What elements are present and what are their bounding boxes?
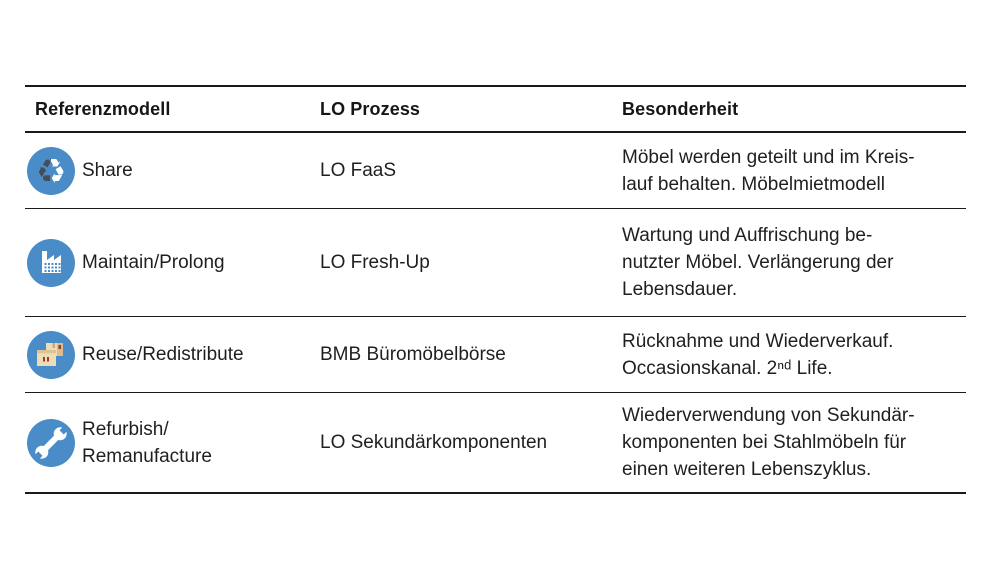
column-header-besonderheit: Besonderheit [622,98,739,119]
model-cell: Refurbish/ Remanufacture [25,416,320,470]
process-label: LO Sekundärkomponenten [320,432,548,453]
description-text: Wartung und Auffrischung be- nutzter Möb… [622,225,894,300]
model-cell: ♻ ♻ Share [25,146,320,195]
description-cell: Wiederverwendung von Sekundär- komponent… [622,402,966,483]
process-label: LO Fresh-Up [320,252,430,273]
process-label: LO FaaS [320,160,397,181]
reference-model-table: Referenzmodell LO Prozess Besonderheit ♻… [25,85,966,494]
table-row: Refurbish/ Remanufacture LO Sekundärkomp… [25,393,966,494]
process-cell: BMB Büromöbelbörse [320,341,622,368]
model-label: Maintain/Prolong [82,252,225,273]
description-cell: Rücknahme und Wiederverkauf. Occasionska… [622,328,966,382]
svg-text:♻: ♻ [36,152,66,192]
model-cell: Maintain/Prolong [25,238,320,287]
description-text: Möbel werden geteilt und im Kreis- lauf … [622,146,915,195]
column-header-referenzmodell: Referenzmodell [35,98,171,119]
model-label: Refurbish/ Remanufacture [82,418,212,467]
factory-icon [27,238,75,287]
recycle-icon: ♻ ♻ [27,146,75,195]
svg-text:♻: ♻ [36,152,66,192]
boxes-icon [27,330,75,379]
process-label: BMB Büromöbelbörse [320,344,506,365]
process-cell: LO FaaS [320,157,622,184]
wrench-icon [27,418,75,467]
table-row: Reuse/Redistribute BMB Büromöbelbörse Rü… [25,317,966,393]
model-cell: Reuse/Redistribute [25,330,320,379]
process-cell: LO Fresh-Up [320,249,622,276]
description-cell: Wartung und Auffrischung be- nutzter Möb… [622,222,966,303]
description-cell: Möbel werden geteilt und im Kreis- lauf … [622,144,966,198]
model-label: Share [82,160,133,181]
process-cell: LO Sekundärkomponenten [320,429,622,456]
model-label: Reuse/Redistribute [82,344,244,365]
table-header-row: Referenzmodell LO Prozess Besonderheit [25,87,966,133]
column-header-lo-prozess: LO Prozess [320,98,421,119]
table-row: ♻ ♻ Share LO FaaS Möbel werden geteilt u… [25,133,966,209]
description-text: Rücknahme und Wiederverkauf. Occasionska… [622,330,894,379]
description-text: Wiederverwendung von Sekundär- komponent… [622,405,915,480]
table-row: Maintain/Prolong LO Fresh-Up Wartung und… [25,209,966,317]
